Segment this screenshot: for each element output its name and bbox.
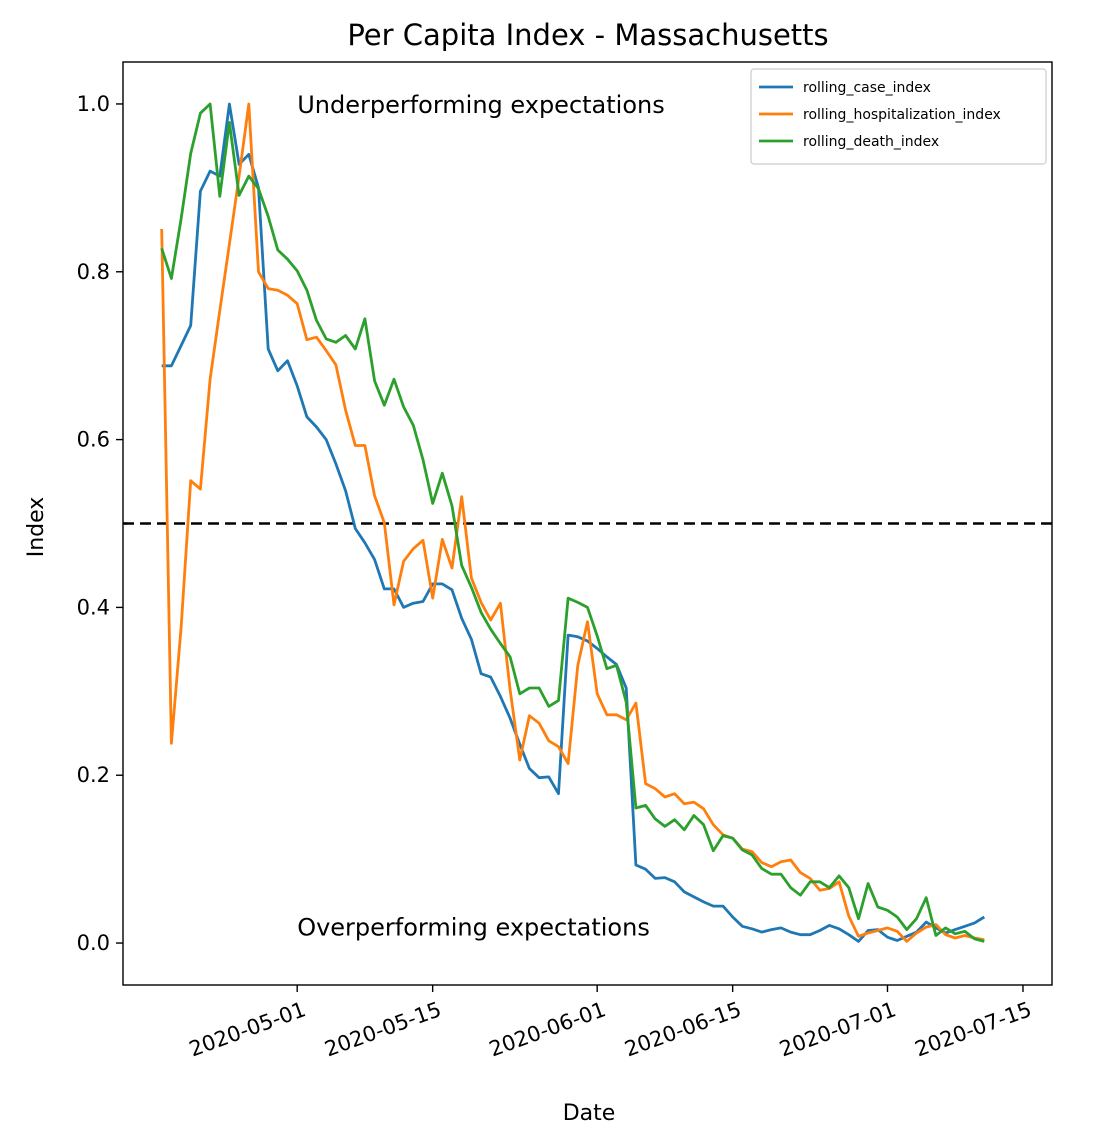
x-tick-label: 2020-05-15 (321, 997, 444, 1061)
annotation-text: Overperforming expectations (297, 913, 650, 941)
y-tick-label: 0.4 (77, 595, 110, 619)
axes-frame (122, 61, 1053, 986)
y-axis: 0.0 0.2 0.4 0.6 0.8 1.0 (77, 92, 123, 955)
y-tick-label: 0.8 (77, 260, 110, 284)
x-tick-label: 2020-06-15 (621, 997, 744, 1061)
series-line-rolling-death-index (160, 102, 985, 943)
series-line-rolling-hospitalization-index (160, 102, 985, 943)
series-line-rolling-case-index (161, 102, 986, 943)
plot-area (122, 61, 1053, 986)
x-tick-label: 2020-07-01 (776, 997, 899, 1061)
y-tick-label: 1.0 (77, 92, 110, 116)
legend-label: rolling_case_index (803, 80, 931, 96)
y-tick-label: 0.6 (77, 428, 110, 452)
x-tick-label: 2020-07-15 (912, 997, 1035, 1061)
legend-label: rolling_hospitalization_index (803, 107, 1001, 123)
legend-label: rolling_death_index (803, 134, 939, 150)
x-axis-label: Date (563, 1101, 616, 1126)
legend-box (750, 68, 1047, 165)
x-tick-label: 2020-05-01 (186, 997, 309, 1061)
y-tick-label: 0.2 (77, 763, 110, 787)
x-tick-label: 2020-06-01 (486, 997, 609, 1061)
annotation-text: Underperforming expectations (297, 91, 665, 119)
x-axis: 2020-05-01 2020-05-15 2020-06-01 2020-06-15… (186, 985, 1035, 1061)
y-tick-label: 0.0 (77, 931, 110, 955)
annotations: Underperforming expectations Overperformi… (297, 91, 665, 941)
y-axis-label: Index (24, 497, 49, 558)
legend: rolling_case_index rolling_hospitalizatio… (750, 68, 1047, 165)
chart-title: Per Capita Index - Massachusetts (347, 18, 828, 52)
